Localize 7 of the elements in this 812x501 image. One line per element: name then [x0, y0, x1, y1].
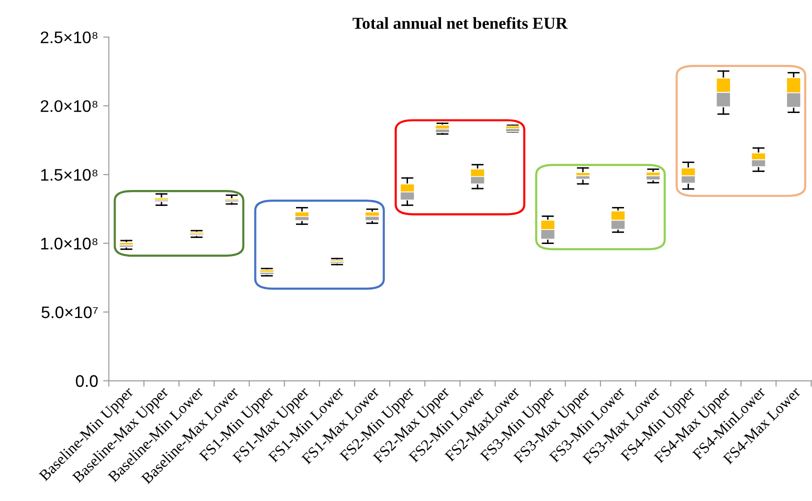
y-tick-label: 1.5×10⁸	[41, 168, 98, 181]
chart-title: Total annual net benefits EUR	[352, 17, 568, 29]
y-tick-label: 2.5×10⁸	[40, 31, 98, 44]
y-tick-label: 5.0×10⁷	[42, 306, 98, 318]
y-tick-label: 1.0×10⁸	[41, 238, 98, 250]
y-tick-label: 2.0×10⁸	[40, 100, 98, 112]
y-tick-label: 0.0	[76, 375, 98, 387]
